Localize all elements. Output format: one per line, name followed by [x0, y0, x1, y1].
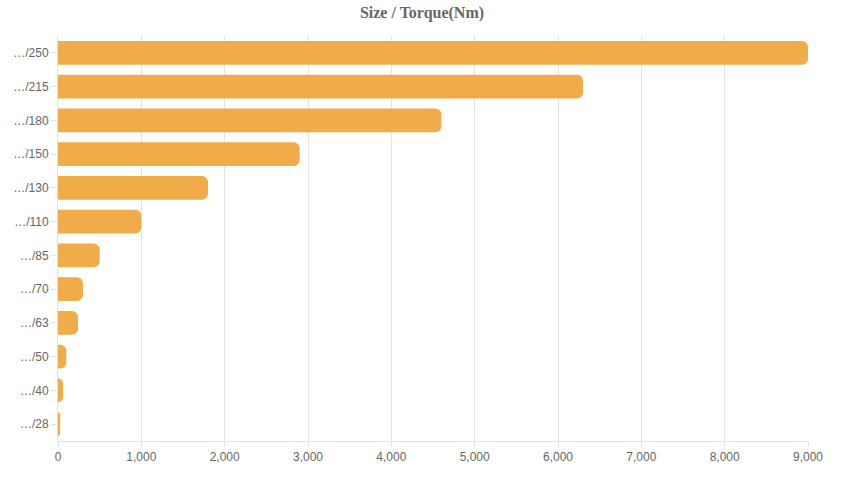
- svg-text:…/180: …/180: [13, 114, 49, 128]
- svg-text:…/50: …/50: [20, 350, 49, 364]
- svg-text:9,000: 9,000: [793, 450, 823, 464]
- svg-text:…/250: …/250: [13, 46, 49, 60]
- svg-text:0: 0: [55, 450, 62, 464]
- svg-text:6,000: 6,000: [543, 450, 573, 464]
- svg-text:…/28: …/28: [20, 417, 49, 431]
- svg-text:…/130: …/130: [13, 181, 49, 195]
- svg-text:5,000: 5,000: [460, 450, 490, 464]
- svg-text:3,000: 3,000: [293, 450, 323, 464]
- svg-text:…/110: …/110: [14, 215, 49, 229]
- svg-text:…/40: …/40: [20, 384, 49, 398]
- svg-text:Size / Torque(Nm): Size / Torque(Nm): [360, 4, 484, 22]
- svg-text:…/85: …/85: [20, 249, 49, 263]
- svg-text:7,000: 7,000: [626, 450, 656, 464]
- svg-text:…/150: …/150: [13, 147, 49, 161]
- svg-text:8,000: 8,000: [710, 450, 740, 464]
- svg-text:4,000: 4,000: [376, 450, 406, 464]
- svg-text:…/70: …/70: [20, 282, 49, 296]
- svg-text:…/215: …/215: [13, 80, 49, 94]
- svg-text:…/63: …/63: [20, 316, 49, 330]
- svg-text:2,000: 2,000: [210, 450, 240, 464]
- svg-text:1,000: 1,000: [126, 450, 156, 464]
